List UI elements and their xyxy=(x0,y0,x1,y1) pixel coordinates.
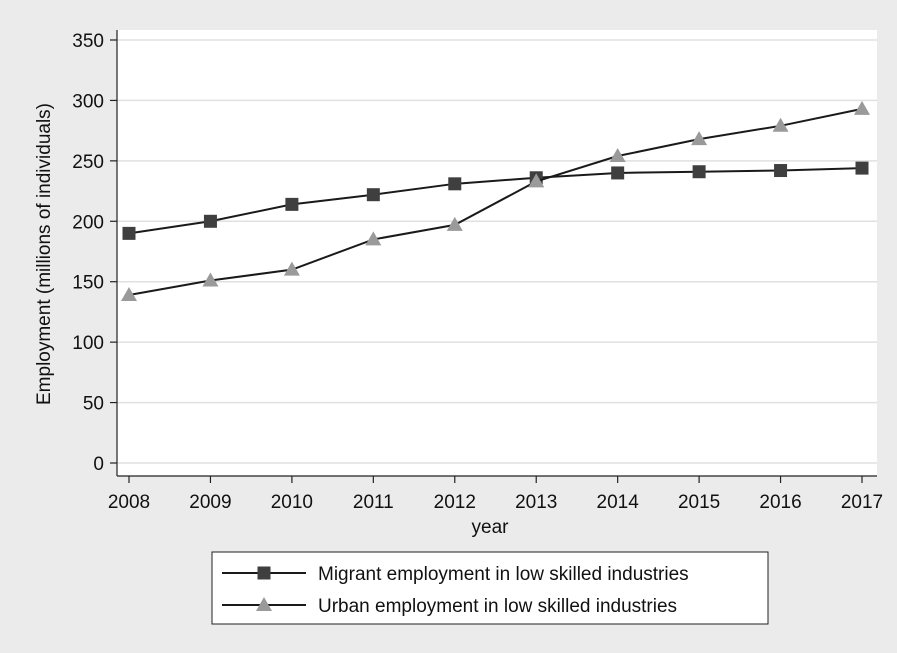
x-tick-label: 2014 xyxy=(597,492,640,513)
y-tick-label: 350 xyxy=(72,31,104,52)
y-tick-label: 250 xyxy=(72,152,104,173)
x-tick-label: 2011 xyxy=(353,492,394,513)
y-tick-label: 300 xyxy=(72,91,104,112)
grid-lines xyxy=(117,39,877,464)
square-marker xyxy=(855,161,869,175)
triangle-marker xyxy=(365,231,382,246)
x-tick-label: 2015 xyxy=(678,492,720,513)
y-axis-title: Employment (millions of individuals) xyxy=(34,103,55,405)
series-line xyxy=(128,167,863,235)
triangle-marker xyxy=(256,597,272,611)
y-axis-ticks: 0 50 100 150 200 250 300 350 xyxy=(72,31,117,475)
y-tick-label: 150 xyxy=(72,273,104,294)
triangle-marker xyxy=(854,100,870,115)
legend-label: Urban employment in low skilled industri… xyxy=(318,596,677,617)
series-layer xyxy=(121,100,870,302)
triangle-marker xyxy=(609,148,626,163)
square-marker xyxy=(122,226,136,240)
square-marker xyxy=(203,214,217,228)
triangle-marker xyxy=(202,272,219,287)
x-tick-label: 2016 xyxy=(759,492,801,513)
legend-box xyxy=(211,551,769,625)
y-tick-label: 50 xyxy=(83,394,104,415)
square-marker xyxy=(774,164,788,178)
triangle-marker xyxy=(446,216,463,231)
y-tick-label: 100 xyxy=(72,333,104,354)
legend-items: Migrant employment in low skilled indust… xyxy=(222,564,689,617)
triangle-marker xyxy=(772,117,789,132)
square-marker xyxy=(285,197,299,211)
triangle-marker xyxy=(283,261,300,276)
triangle-marker xyxy=(691,131,708,146)
x-tick-label: 2009 xyxy=(189,492,231,513)
x-axis-ticks: 2008 2009 2010 2011 2012 2013 2014 2015 2016 2017 xyxy=(108,476,883,513)
x-tick-label: 2008 xyxy=(108,492,150,513)
square-marker xyxy=(448,177,462,191)
triangle-marker xyxy=(121,287,137,302)
x-tick-label: 2012 xyxy=(434,492,476,513)
square-marker xyxy=(611,166,625,180)
triangle-marker xyxy=(528,173,545,188)
x-tick-label: 2013 xyxy=(515,492,557,513)
legend-label: Migrant employment in low skilled indust… xyxy=(318,564,689,585)
square-marker xyxy=(257,566,271,580)
x-tick-label: 2010 xyxy=(271,492,313,513)
series-2 xyxy=(121,100,870,302)
legend-item-1: Migrant employment in low skilled indust… xyxy=(222,564,689,585)
y-tick-label: 0 xyxy=(93,454,104,475)
x-axis-title: year xyxy=(472,517,510,538)
legend: Migrant employment in low skilled indust… xyxy=(211,551,769,625)
y-tick-label: 200 xyxy=(72,212,104,233)
square-marker xyxy=(692,165,706,179)
square-marker xyxy=(366,188,380,202)
series-line xyxy=(128,107,863,296)
x-tick-label: 2017 xyxy=(841,492,883,513)
legend-item-2: Urban employment in low skilled industri… xyxy=(222,596,677,617)
plot-area xyxy=(117,30,877,476)
